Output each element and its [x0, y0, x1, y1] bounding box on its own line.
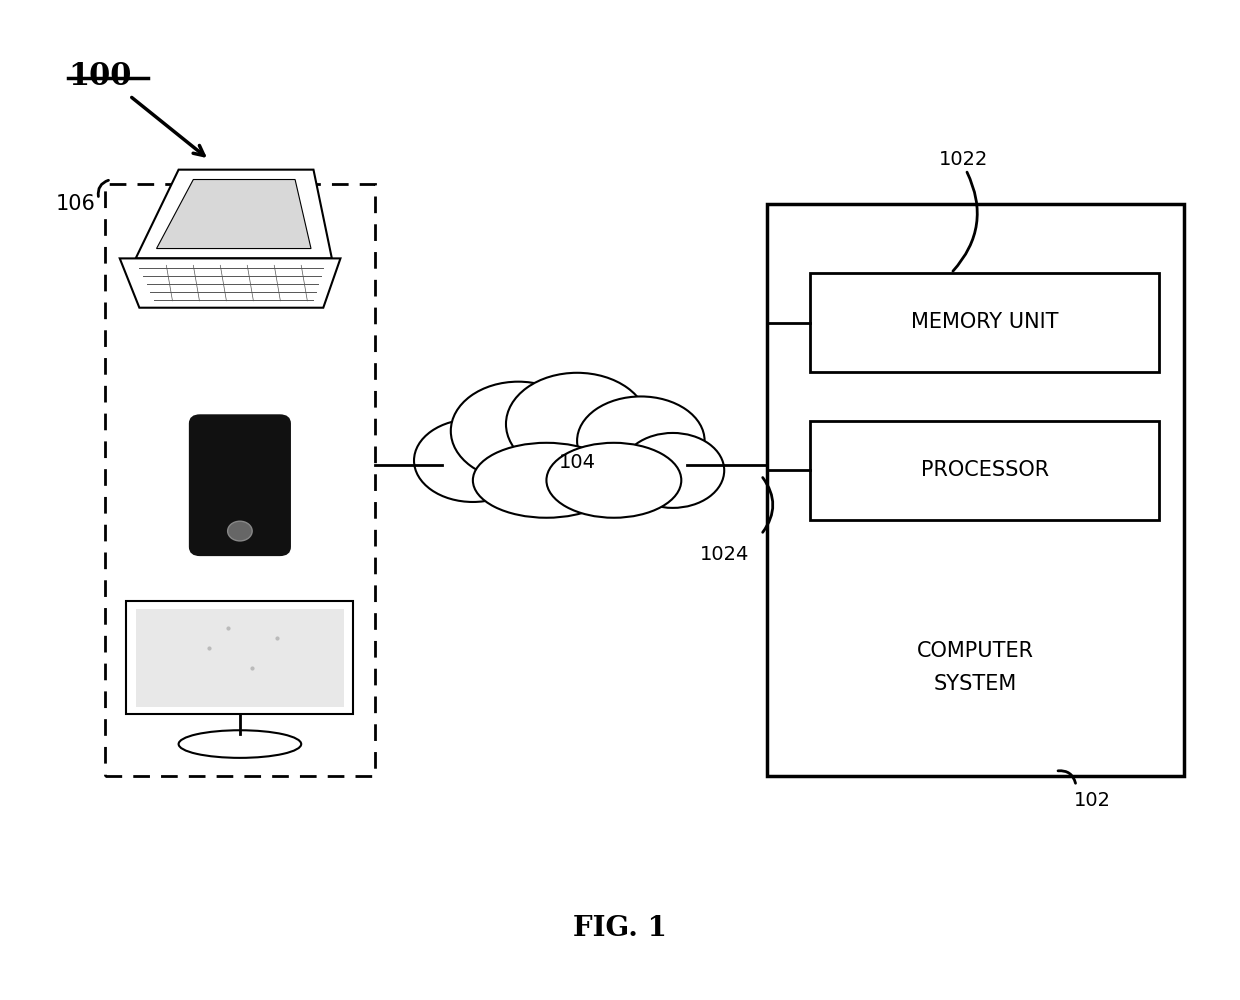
Ellipse shape	[472, 443, 620, 518]
Ellipse shape	[577, 396, 704, 485]
Bar	[810, 421, 1159, 520]
Polygon shape	[135, 170, 332, 258]
Text: MEMORY UNIT: MEMORY UNIT	[911, 312, 1059, 332]
Text: 106: 106	[56, 194, 95, 214]
Text: 104: 104	[558, 453, 595, 472]
Bar	[768, 204, 1184, 776]
Text: 102: 102	[1074, 791, 1111, 810]
Bar	[105, 184, 374, 776]
Text: PROCESSOR: PROCESSOR	[921, 460, 1049, 480]
Text: 1022: 1022	[939, 150, 988, 169]
Bar	[126, 601, 353, 714]
Ellipse shape	[179, 730, 301, 758]
FancyBboxPatch shape	[190, 416, 290, 555]
Ellipse shape	[621, 433, 724, 508]
Circle shape	[228, 521, 252, 541]
Bar	[136, 609, 343, 707]
Text: 1024: 1024	[699, 545, 749, 564]
Ellipse shape	[451, 382, 585, 480]
Ellipse shape	[414, 419, 532, 502]
Text: COMPUTER
SYSTEM: COMPUTER SYSTEM	[918, 641, 1034, 694]
Bar	[810, 273, 1159, 372]
Text: 100: 100	[68, 61, 131, 92]
Polygon shape	[156, 180, 311, 249]
Ellipse shape	[547, 443, 681, 518]
Polygon shape	[120, 258, 341, 308]
Text: FIG. 1: FIG. 1	[573, 915, 667, 942]
Ellipse shape	[506, 373, 649, 475]
